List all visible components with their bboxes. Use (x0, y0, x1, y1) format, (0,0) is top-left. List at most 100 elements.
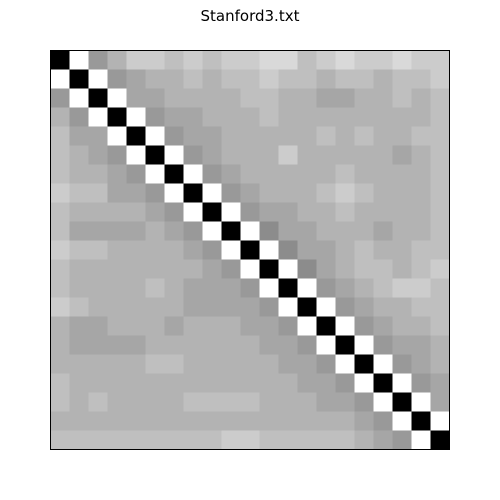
heatmap-cell-18-13 (297, 392, 317, 412)
heatmap-cell-15-15 (335, 335, 355, 355)
heatmap-cell-11-12 (278, 259, 298, 279)
heatmap-cell-20-7 (183, 430, 203, 450)
heatmap-cell-7-5 (145, 183, 165, 203)
heatmap-cell-8-6 (164, 202, 184, 222)
heatmap-cell-6-18 (392, 164, 412, 184)
heatmap-cell-14-1 (69, 316, 89, 336)
heatmap-cell-3-6 (164, 107, 184, 127)
heatmap-cell-13-18 (392, 297, 412, 317)
heatmap-cell-2-16 (354, 88, 374, 108)
heatmap-cell-6-5 (145, 164, 165, 184)
heatmap-cell-13-11 (259, 297, 279, 317)
heatmap-cell-9-12 (278, 221, 298, 241)
heatmap-cell-4-18 (392, 126, 412, 146)
heatmap-cell-1-2 (88, 69, 108, 89)
heatmap-cell-2-6 (164, 88, 184, 108)
heatmap-cell-20-18 (392, 430, 412, 450)
heatmap-cell-16-10 (240, 354, 260, 374)
heatmap-cell-11-8 (202, 259, 222, 279)
heatmap-cell-10-18 (392, 240, 412, 260)
heatmap-cell-15-4 (126, 335, 146, 355)
heatmap-cell-3-9 (221, 107, 241, 127)
heatmap-cell-20-5 (145, 430, 165, 450)
heatmap-cell-3-15 (335, 107, 355, 127)
heatmap-cell-18-8 (202, 392, 222, 412)
heatmap-cell-10-5 (145, 240, 165, 260)
heatmap-cell-5-6 (164, 145, 184, 165)
heatmap-cell-9-2 (88, 221, 108, 241)
heatmap-cell-15-3 (107, 335, 127, 355)
heatmap-cell-19-15 (335, 411, 355, 431)
heatmap-cell-2-4 (126, 88, 146, 108)
heatmap-cell-20-2 (88, 430, 108, 450)
heatmap-cell-20-6 (164, 430, 184, 450)
heatmap-cell-18-19 (411, 392, 431, 412)
heatmap-cell-6-12 (278, 164, 298, 184)
heatmap-cell-6-17 (373, 164, 393, 184)
heatmap-cell-4-10 (240, 126, 260, 146)
heatmap-cell-3-8 (202, 107, 222, 127)
heatmap-cell-4-13 (297, 126, 317, 146)
heatmap-cell-11-11 (259, 259, 279, 279)
heatmap-cell-1-3 (107, 69, 127, 89)
heatmap-cell-16-3 (107, 354, 127, 374)
heatmap-cell-18-0 (50, 392, 70, 412)
heatmap-cell-17-17 (373, 373, 393, 393)
heatmap-cell-4-12 (278, 126, 298, 146)
heatmap-cell-1-13 (297, 69, 317, 89)
heatmap-cell-6-9 (221, 164, 241, 184)
heatmap-cell-6-0 (50, 164, 70, 184)
heatmap-cell-17-16 (354, 373, 374, 393)
heatmap-cell-19-6 (164, 411, 184, 431)
heatmap-cell-11-13 (297, 259, 317, 279)
heatmap-cell-3-2 (88, 107, 108, 127)
heatmap-cell-16-5 (145, 354, 165, 374)
heatmap-cell-15-13 (297, 335, 317, 355)
heatmap-cell-3-7 (183, 107, 203, 127)
heatmap-cell-8-8 (202, 202, 222, 222)
heatmap-cell-17-8 (202, 373, 222, 393)
heatmap-cell-18-16 (354, 392, 374, 412)
heatmap-cell-18-18 (392, 392, 412, 412)
heatmap-cell-11-6 (164, 259, 184, 279)
heatmap-cell-10-13 (297, 240, 317, 260)
heatmap-cell-20-8 (202, 430, 222, 450)
heatmap-cell-7-11 (259, 183, 279, 203)
heatmap-cell-8-4 (126, 202, 146, 222)
heatmap-cell-4-4 (126, 126, 146, 146)
heatmap-cell-8-1 (69, 202, 89, 222)
heatmap-cell-7-13 (297, 183, 317, 203)
heatmap-cell-5-5 (145, 145, 165, 165)
heatmap-cell-0-20 (430, 50, 450, 70)
heatmap-cell-4-17 (373, 126, 393, 146)
heatmap-cell-19-1 (69, 411, 89, 431)
heatmap-cell-16-16 (354, 354, 374, 374)
heatmap-cell-16-4 (126, 354, 146, 374)
heatmap-cell-17-15 (335, 373, 355, 393)
heatmap-cell-2-5 (145, 88, 165, 108)
heatmap-cell-5-9 (221, 145, 241, 165)
chart-title: Stanford3.txt (200, 7, 300, 25)
heatmap-cell-17-19 (411, 373, 431, 393)
heatmap-cell-3-12 (278, 107, 298, 127)
heatmap-cell-15-1 (69, 335, 89, 355)
heatmap-cell-5-12 (278, 145, 298, 165)
heatmap-cell-14-13 (297, 316, 317, 336)
heatmap-cell-11-14 (316, 259, 336, 279)
heatmap-cell-5-19 (411, 145, 431, 165)
heatmap-cell-10-14 (316, 240, 336, 260)
heatmap-cell-17-13 (297, 373, 317, 393)
heatmap-cell-16-8 (202, 354, 222, 374)
heatmap-cell-7-6 (164, 183, 184, 203)
heatmap-cell-9-15 (335, 221, 355, 241)
heatmap-cell-9-9 (221, 221, 241, 241)
heatmap-cell-14-19 (411, 316, 431, 336)
heatmap-cell-6-7 (183, 164, 203, 184)
heatmap-cell-11-7 (183, 259, 203, 279)
heatmap-cell-8-5 (145, 202, 165, 222)
heatmap-cell-14-20 (430, 316, 450, 336)
heatmap-cell-7-0 (50, 183, 70, 203)
heatmap-cell-16-11 (259, 354, 279, 374)
heatmap-cell-10-12 (278, 240, 298, 260)
heatmap-cell-12-9 (221, 278, 241, 298)
